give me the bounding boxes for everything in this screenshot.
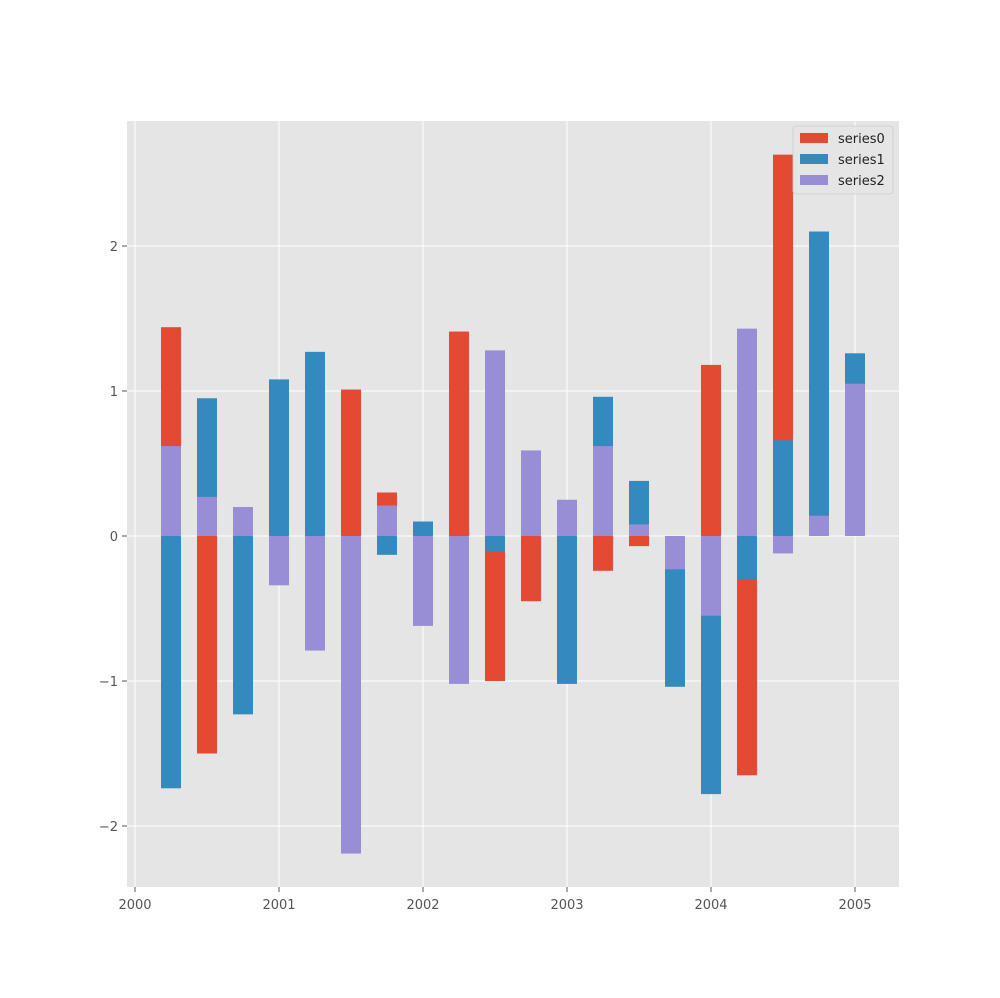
- bar-series2: [665, 536, 685, 570]
- bar-series2: [413, 536, 433, 626]
- bar-series2: [449, 536, 469, 684]
- y-tick-label: −2: [99, 820, 118, 835]
- legend-label-series0: series0: [838, 132, 885, 147]
- x-tick-label: 2003: [550, 898, 583, 913]
- bar-series0: [485, 536, 505, 681]
- bar-series1: [773, 440, 793, 536]
- bar-series0: [701, 364, 721, 536]
- bar-series1: [305, 351, 325, 536]
- y-tick-label: 2: [110, 240, 118, 255]
- y-tick-label: 1: [110, 385, 118, 400]
- bar-series1: [809, 231, 829, 536]
- x-tick-label: 2001: [262, 898, 295, 913]
- legend-swatch-series0: [800, 133, 828, 143]
- bar-series2: [521, 450, 541, 536]
- bar-series1: [665, 536, 685, 687]
- bar-series1: [161, 536, 181, 789]
- bar-series0: [449, 331, 469, 536]
- bar-series2: [269, 536, 289, 586]
- bar-series2: [485, 350, 505, 536]
- x-tick-label: 2005: [838, 898, 871, 913]
- x-tick-label: 2002: [406, 898, 439, 913]
- bar-series0: [737, 536, 757, 776]
- plot-area: [127, 121, 899, 887]
- y-tick-label: 0: [110, 530, 118, 545]
- legend-label-series1: series1: [838, 153, 885, 168]
- x-tick-label: 2004: [694, 898, 727, 913]
- bar-series2: [377, 505, 397, 536]
- legend-swatch-series2: [800, 175, 828, 185]
- bar-series2: [557, 499, 577, 536]
- bar-series2: [773, 536, 793, 554]
- bar-series2: [593, 446, 613, 536]
- bar-series2: [629, 524, 649, 536]
- bar-series1: [233, 536, 253, 715]
- bar-series0: [197, 536, 217, 754]
- y-tick-label: −1: [99, 675, 118, 690]
- bar-series0: [629, 536, 649, 547]
- bar-series2: [701, 536, 721, 616]
- bar-series1: [377, 536, 397, 555]
- bar-series0: [341, 389, 361, 536]
- bar-series1: [737, 536, 757, 580]
- bar-series1: [557, 536, 577, 684]
- bar-series2: [305, 536, 325, 651]
- bar-series0: [521, 536, 541, 602]
- bar-series1: [485, 536, 505, 552]
- legend-label-series2: series2: [838, 174, 885, 189]
- bar-series2: [809, 515, 829, 536]
- legend: series0 series1 series2: [792, 125, 894, 195]
- bar-series1: [413, 521, 433, 536]
- x-axis: 2000 2001 2002 2003 2004 2005: [118, 887, 872, 913]
- bars: [161, 154, 865, 854]
- bar-series2: [341, 536, 361, 854]
- bar-series2: [845, 383, 865, 536]
- bar-series2: [197, 496, 217, 536]
- legend-swatch-series1: [800, 154, 828, 164]
- bar-series2: [233, 507, 253, 536]
- y-axis: −2 −1 0 1 2: [99, 240, 127, 835]
- bar-series1: [269, 379, 289, 536]
- bar-series0: [593, 536, 613, 571]
- bar-series2: [737, 328, 757, 536]
- bar-series2: [161, 446, 181, 536]
- x-tick-label: 2000: [118, 898, 151, 913]
- bar-series1: [629, 480, 649, 536]
